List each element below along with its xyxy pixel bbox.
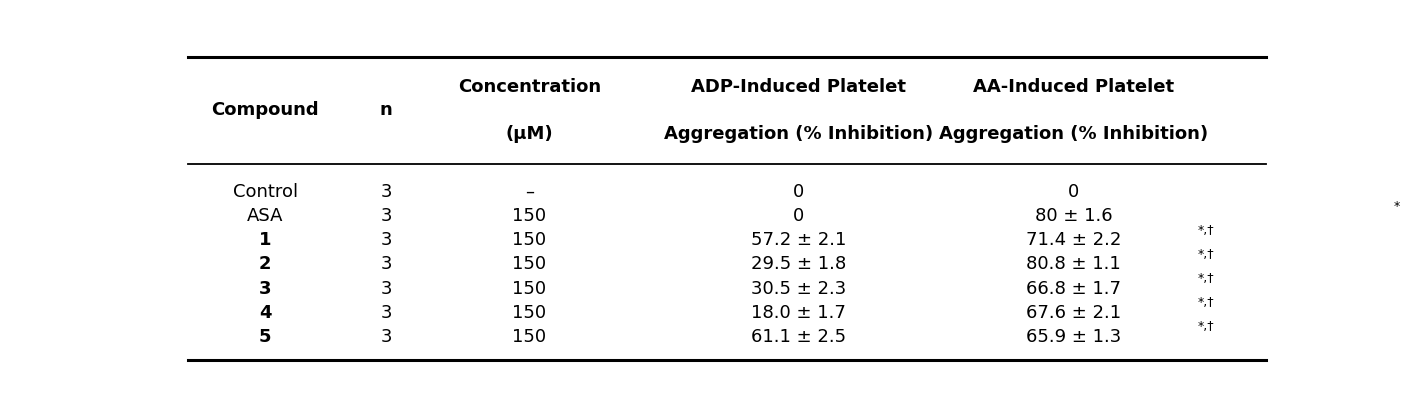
Text: 57.2 ± 2.1: 57.2 ± 2.1 bbox=[751, 231, 846, 249]
Text: 3: 3 bbox=[380, 279, 392, 298]
Text: 80.8 ± 1.1: 80.8 ± 1.1 bbox=[1026, 255, 1121, 273]
Text: 66.8 ± 1.7: 66.8 ± 1.7 bbox=[1026, 279, 1121, 298]
Text: 3: 3 bbox=[380, 328, 392, 346]
Text: n: n bbox=[380, 101, 393, 119]
Text: AA-Induced Platelet: AA-Induced Platelet bbox=[973, 78, 1174, 95]
Text: 4: 4 bbox=[260, 304, 271, 322]
Text: 150: 150 bbox=[512, 279, 546, 298]
Text: Aggregation (% Inhibition): Aggregation (% Inhibition) bbox=[664, 125, 934, 143]
Text: ADP-Induced Platelet: ADP-Induced Platelet bbox=[691, 78, 907, 95]
Text: 61.1 ± 2.5: 61.1 ± 2.5 bbox=[751, 328, 846, 346]
Text: 30.5 ± 2.3: 30.5 ± 2.3 bbox=[751, 279, 846, 298]
Text: Concentration: Concentration bbox=[458, 78, 600, 95]
Text: 0: 0 bbox=[1069, 183, 1080, 201]
Text: 150: 150 bbox=[512, 328, 546, 346]
Text: *,†: *,† bbox=[1198, 248, 1215, 261]
Text: 3: 3 bbox=[380, 207, 392, 225]
Text: (μM): (μM) bbox=[505, 125, 553, 143]
Text: ASA: ASA bbox=[247, 207, 284, 225]
Text: Control: Control bbox=[233, 183, 298, 201]
Text: Compound: Compound bbox=[211, 101, 319, 119]
Text: 3: 3 bbox=[260, 279, 271, 298]
Text: –: – bbox=[525, 183, 534, 201]
Text: 3: 3 bbox=[380, 231, 392, 249]
Text: 71.4 ± 2.2: 71.4 ± 2.2 bbox=[1026, 231, 1121, 249]
Text: 2: 2 bbox=[260, 255, 271, 273]
Text: 150: 150 bbox=[512, 255, 546, 273]
Text: 3: 3 bbox=[380, 183, 392, 201]
Text: 18.0 ± 1.7: 18.0 ± 1.7 bbox=[751, 304, 846, 322]
Text: 150: 150 bbox=[512, 231, 546, 249]
Text: 80 ± 1.6: 80 ± 1.6 bbox=[1034, 207, 1112, 225]
Text: *,†: *,† bbox=[1198, 321, 1215, 333]
Text: 65.9 ± 1.3: 65.9 ± 1.3 bbox=[1026, 328, 1121, 346]
Text: 0: 0 bbox=[793, 183, 805, 201]
Text: 5: 5 bbox=[260, 328, 271, 346]
Text: *,†: *,† bbox=[1198, 296, 1215, 309]
Text: 1: 1 bbox=[260, 231, 271, 249]
Text: 150: 150 bbox=[512, 207, 546, 225]
Text: 29.5 ± 1.8: 29.5 ± 1.8 bbox=[751, 255, 846, 273]
Text: 150: 150 bbox=[512, 304, 546, 322]
Text: *,†: *,† bbox=[1198, 224, 1215, 237]
Text: 3: 3 bbox=[380, 304, 392, 322]
Text: 3: 3 bbox=[380, 255, 392, 273]
Text: *,†: *,† bbox=[1198, 272, 1215, 285]
Text: 67.6 ± 2.1: 67.6 ± 2.1 bbox=[1026, 304, 1121, 322]
Text: *: * bbox=[1393, 200, 1401, 213]
Text: 0: 0 bbox=[793, 207, 805, 225]
Text: Aggregation (% Inhibition): Aggregation (% Inhibition) bbox=[939, 125, 1208, 143]
